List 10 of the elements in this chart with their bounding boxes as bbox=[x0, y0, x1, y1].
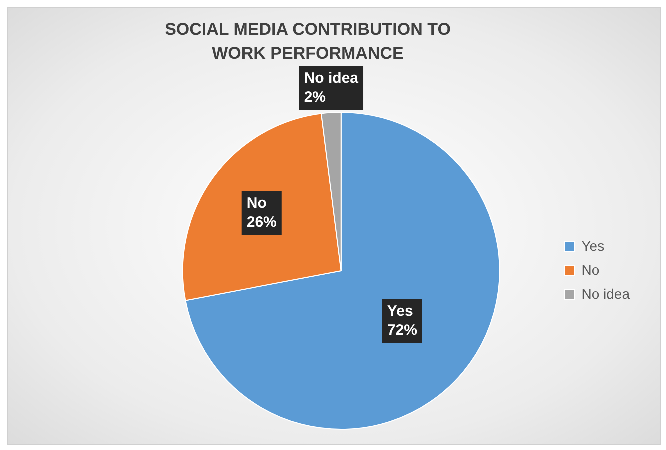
slice-label: No bbox=[246, 194, 267, 212]
slice-label: No idea bbox=[304, 70, 360, 88]
data-label: 72% bbox=[387, 322, 418, 340]
slice-label: Yes bbox=[387, 303, 414, 320]
data-label: 2% bbox=[304, 89, 326, 106]
legend-label: No bbox=[582, 262, 600, 278]
chart-title: SOCIAL MEDIA CONTRIBUTION TO WORK PERFORMANCE bbox=[164, 19, 452, 65]
legend-label: No idea bbox=[582, 286, 630, 302]
data-label: 26% bbox=[246, 214, 277, 231]
legend-label: Yes bbox=[582, 238, 605, 254]
